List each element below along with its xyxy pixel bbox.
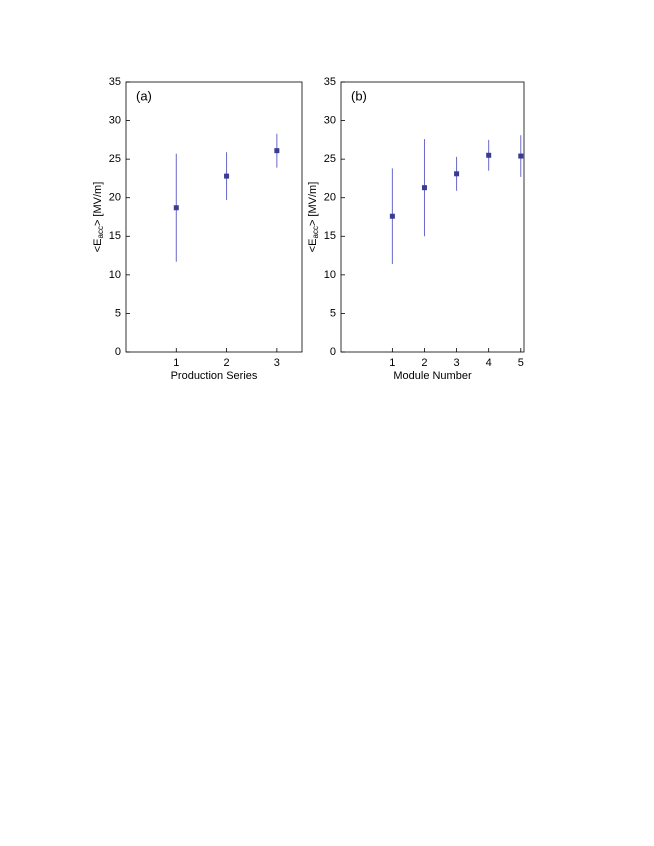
y-label-sub: acc xyxy=(311,226,320,238)
data-point xyxy=(518,153,524,159)
y-tick-label: 25 xyxy=(109,153,121,165)
y-tick-label: 30 xyxy=(324,114,336,126)
y-tick-label: 20 xyxy=(324,192,336,204)
data-point xyxy=(173,205,179,211)
data-point xyxy=(486,152,492,158)
y-tick-label: 10 xyxy=(109,269,121,281)
x-tick-label: 5 xyxy=(518,357,524,369)
y-label-sub: acc xyxy=(96,226,105,238)
data-point xyxy=(389,213,395,219)
y-tick-label: 25 xyxy=(324,153,336,165)
x-tick-label: 1 xyxy=(389,357,395,369)
x-tick-label: 3 xyxy=(274,357,280,369)
panel-label: (a) xyxy=(136,88,152,103)
x-tick-label: 4 xyxy=(486,357,492,369)
y-tick-label: 5 xyxy=(115,307,121,319)
data-point xyxy=(454,171,460,177)
x-axis-label: Production Series xyxy=(171,370,258,382)
y-label-rest: > [MV/m] xyxy=(92,182,104,226)
x-tick-label: 3 xyxy=(454,357,460,369)
x-tick-label: 2 xyxy=(421,357,427,369)
y-label-main: <E xyxy=(92,239,104,253)
y-tick-label: 0 xyxy=(115,346,121,358)
panel-label: (b) xyxy=(351,88,367,103)
y-tick-label: 30 xyxy=(109,114,121,126)
y-tick-label: 0 xyxy=(330,346,336,358)
y-tick-label: 20 xyxy=(109,192,121,204)
y-axis-label: <Eacc> [MV/m] xyxy=(92,182,105,253)
y-label-rest: > [MV/m] xyxy=(307,182,319,226)
y-tick-label: 10 xyxy=(324,269,336,281)
data-point xyxy=(274,148,280,154)
data-point xyxy=(224,173,230,179)
x-axis-label: Module Number xyxy=(393,370,472,382)
y-tick-label: 5 xyxy=(330,307,336,319)
plot-frame xyxy=(340,81,525,353)
x-tick-label: 2 xyxy=(224,357,230,369)
y-label-main: <E xyxy=(307,239,319,253)
y-tick-label: 15 xyxy=(324,230,336,242)
y-tick-label: 35 xyxy=(324,76,336,88)
data-point xyxy=(421,185,427,191)
x-tick-label: 1 xyxy=(173,357,179,369)
y-tick-label: 15 xyxy=(109,230,121,242)
y-tick-label: 35 xyxy=(109,76,121,88)
y-axis-label: <Eacc> [MV/m] xyxy=(307,182,320,253)
plot-frame xyxy=(125,81,303,353)
